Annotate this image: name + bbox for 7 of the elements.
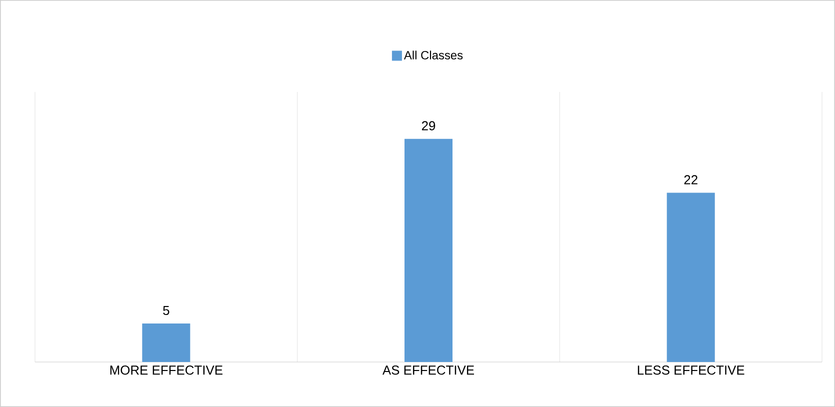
x-tick-label: LESS EFFECTIVE (638, 366, 744, 375)
legend-label: All Classes (404, 50, 463, 60)
x-tick-label: MORE EFFECTIVE (110, 366, 222, 375)
x-tick-label: AS EFFECTIVE (382, 366, 474, 375)
data-label: 5 (163, 306, 170, 316)
data-label: 22 (684, 175, 698, 184)
data-label: 29 (422, 121, 436, 130)
